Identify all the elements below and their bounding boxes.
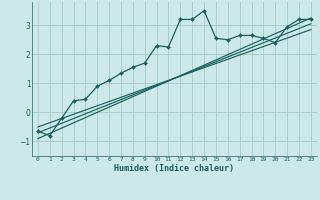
X-axis label: Humidex (Indice chaleur): Humidex (Indice chaleur): [115, 164, 234, 173]
